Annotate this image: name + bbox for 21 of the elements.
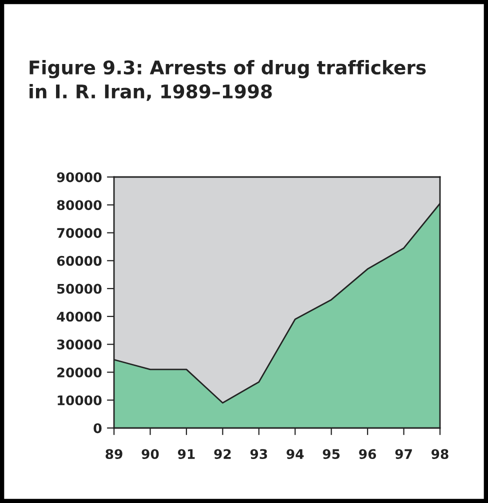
x-tick-label: 89 [106, 449, 122, 460]
x-tick-label: 97 [395, 449, 412, 460]
x-tick-label: 98 [432, 449, 448, 460]
y-tick-label: 30000 [57, 340, 102, 350]
y-tick-label: 90000 [56, 172, 102, 182]
x-tick-label: 91 [178, 449, 195, 460]
y-tick-label: 0 [94, 423, 102, 434]
y-tick-label: 10000 [58, 395, 102, 406]
x-tick-label: 92 [214, 449, 231, 460]
chart-title: Figure 9.3: Arrests of drug traffickers in I. R. Iran, 1989–1998 [30, 60, 426, 101]
y-tick-label: 80000 [57, 200, 102, 210]
x-tick-label: 95 [322, 449, 340, 460]
y-tick-label: 70000 [57, 228, 102, 238]
x-tick-label: 94 [286, 449, 304, 460]
y-tick-label: 40000 [56, 312, 102, 322]
y-tick-label: 50000 [57, 284, 102, 294]
x-tick-label: 96 [359, 449, 376, 460]
x-tick-label: 90 [142, 449, 159, 460]
x-tick-label: 93 [250, 449, 268, 460]
y-tick-label: 20000 [57, 367, 102, 378]
y-tick-label: 60000 [57, 256, 102, 266]
